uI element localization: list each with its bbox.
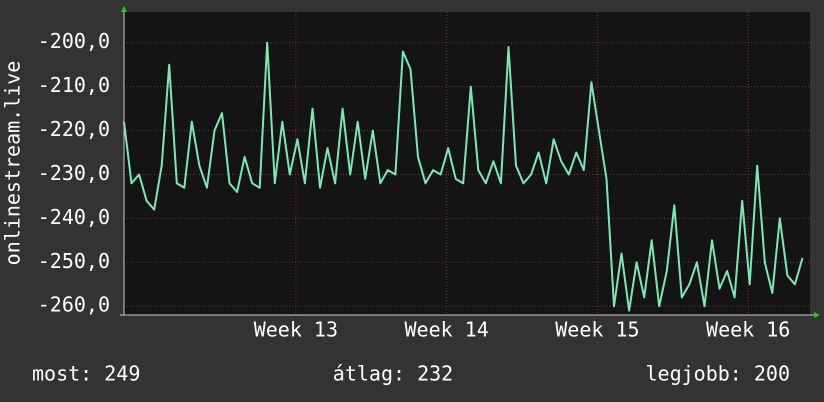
y-tick-label: -240,0 [38, 205, 110, 229]
y-tick-label: -220,0 [38, 117, 110, 141]
x-tick-label: Week 14 [404, 318, 488, 342]
stat-average: átlag: 232 [333, 362, 453, 386]
y-tick-label: -260,0 [38, 293, 110, 317]
y-tick-label: -230,0 [38, 161, 110, 185]
y-tick-label: -200,0 [38, 29, 110, 53]
data-line [123, 41, 804, 312]
plot [123, 12, 810, 315]
stat-best: legjobb: 200 [646, 362, 791, 386]
x-tick-label: Week 15 [555, 318, 639, 342]
y-axis-label: onlinestream.live [1, 61, 25, 266]
x-tick-label: Week 13 [254, 318, 338, 342]
x-axis-arrow [814, 312, 820, 318]
y-tick-label: -250,0 [38, 249, 110, 273]
stat-current: most: 249 [32, 362, 140, 386]
y-axis-arrow [121, 6, 127, 12]
x-tick-label: Week 16 [706, 318, 790, 342]
y-tick-label: -210,0 [38, 73, 110, 97]
